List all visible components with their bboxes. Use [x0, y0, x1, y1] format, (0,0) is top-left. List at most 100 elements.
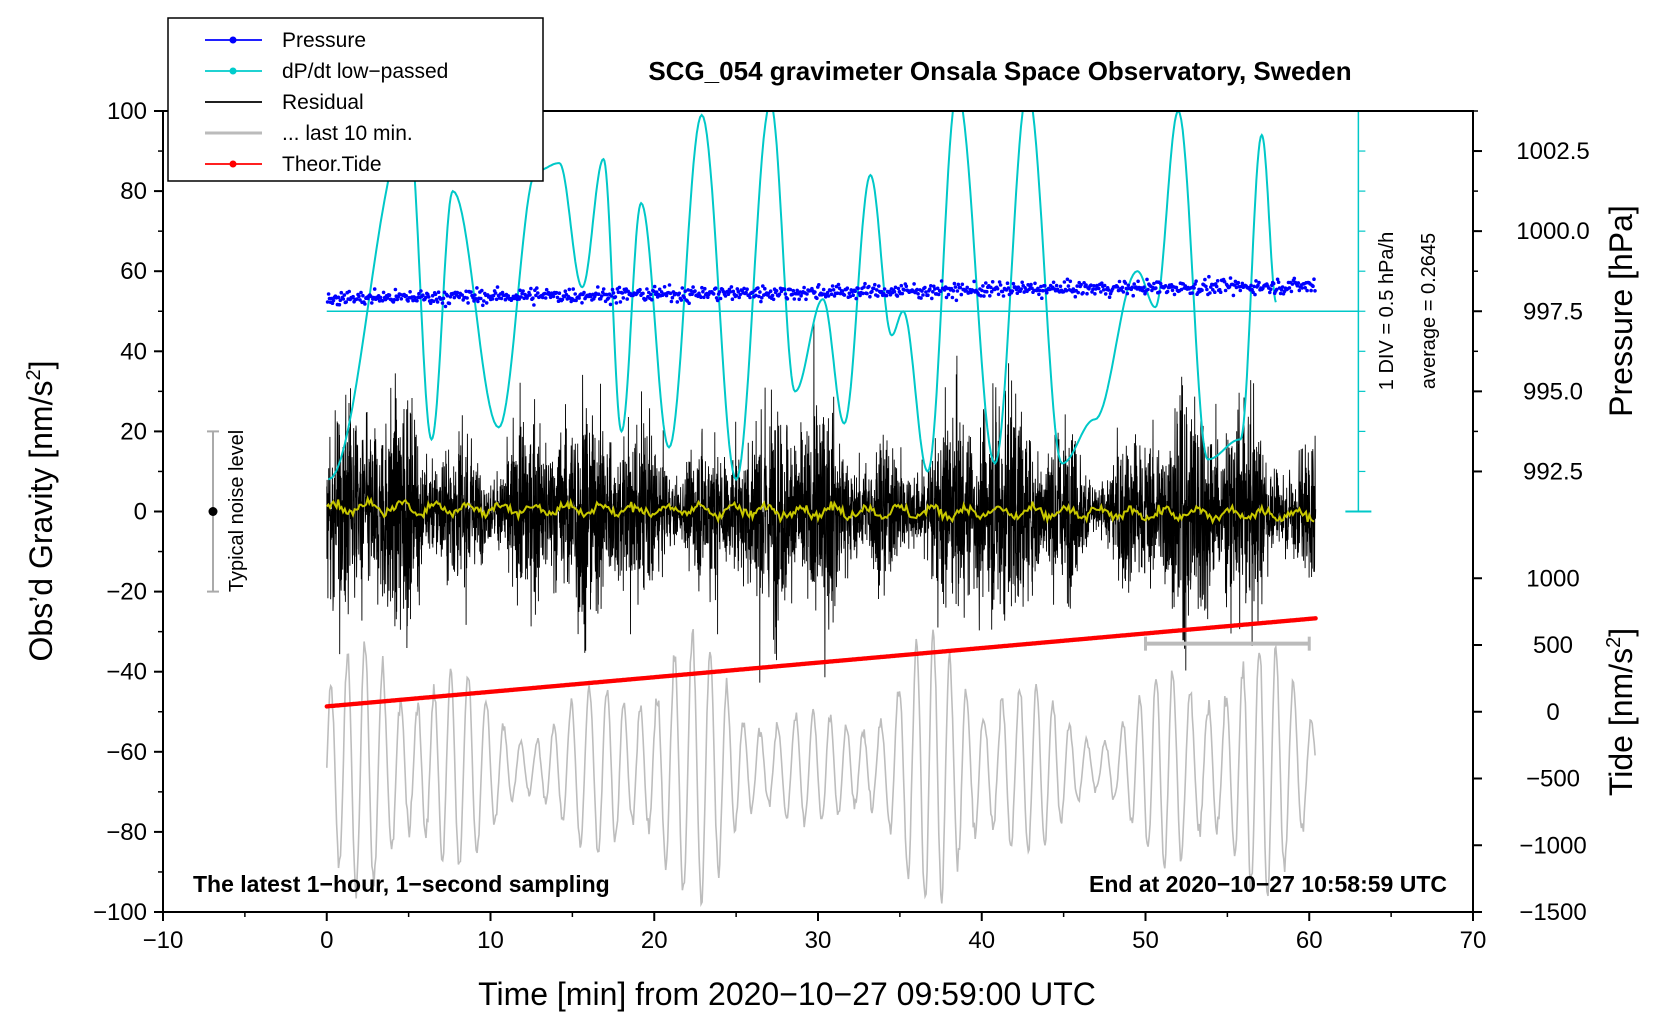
pressure-point: [620, 291, 625, 295]
pressure-point: [777, 292, 782, 297]
pressure-point: [529, 286, 533, 291]
pressure-point: [935, 286, 940, 291]
pressure-point: [1143, 291, 1147, 296]
pressure-point: [638, 287, 642, 292]
pressure-point: [1079, 282, 1083, 287]
pressure-point: [523, 292, 527, 297]
pressure-point: [1054, 283, 1059, 288]
pressure-point: [1073, 294, 1078, 299]
pressure-point: [817, 283, 821, 287]
pressure-point: [378, 295, 383, 300]
pressure-point: [920, 289, 924, 293]
pressure-point: [664, 293, 669, 298]
pressure-point: [641, 291, 645, 296]
pressure-point: [650, 297, 654, 302]
pressure-tick-label: 997.5: [1523, 298, 1583, 325]
pressure-point: [1091, 287, 1095, 292]
pressure-point: [1087, 287, 1091, 291]
pressure-point: [567, 287, 572, 292]
pressure-point: [596, 285, 600, 289]
pressure-point: [392, 297, 397, 302]
pressure-point: [737, 295, 741, 300]
pressure-point: [387, 293, 392, 298]
y-axis-label-prefix: Obs’d Gravity [nm/s: [23, 381, 59, 662]
smoothed-residual-trace: [326, 494, 1315, 525]
tide-series: [324, 616, 1318, 709]
pressure-point: [357, 294, 361, 299]
x-tick-label: 50: [1132, 927, 1159, 954]
y-tick-label: 100: [107, 98, 147, 125]
pressure-point: [536, 291, 540, 295]
pressure-point: [691, 285, 695, 289]
pressure-point: [930, 296, 934, 301]
x-tick-label: 70: [1460, 927, 1487, 954]
pressure-point: [1228, 276, 1233, 280]
pressure-point: [912, 282, 916, 286]
pressure-point: [341, 297, 346, 301]
pressure-point: [1279, 288, 1284, 292]
pressure-point: [618, 300, 623, 304]
x-tick-label: 20: [641, 927, 668, 954]
pressure-point: [1045, 290, 1049, 295]
pressure-point: [837, 286, 842, 291]
pressure-point: [1102, 283, 1107, 288]
pressure-point: [856, 286, 860, 291]
pressure-point: [375, 296, 380, 301]
pressure-point: [955, 289, 960, 293]
pressure-point: [723, 294, 728, 298]
legend-label: Residual: [282, 91, 364, 114]
pressure-point: [728, 290, 733, 294]
pressure-point: [893, 285, 898, 290]
pressure-point: [460, 293, 465, 297]
pressure-point: [599, 294, 604, 298]
pressure-point: [792, 297, 797, 301]
pressure-point: [683, 289, 687, 294]
pressure-point: [730, 297, 735, 302]
pressure-point: [1101, 288, 1106, 292]
pressure-point: [805, 292, 809, 296]
pressure-point: [436, 290, 441, 295]
pressure-point: [1117, 279, 1122, 284]
pressure-point: [882, 287, 887, 291]
pressure-point: [896, 286, 901, 291]
pressure-point: [715, 298, 720, 303]
pressure-point: [829, 292, 834, 297]
pressure-point: [1120, 285, 1125, 290]
pressure-point: [484, 301, 489, 305]
pressure-point: [413, 296, 417, 300]
x-tick-label: 0: [320, 927, 333, 954]
pressure-point: [982, 294, 986, 298]
pressure-point: [1297, 288, 1302, 293]
pressure-point: [689, 288, 693, 293]
tide-tick-label: −1000: [1519, 832, 1586, 859]
pressure-point: [700, 285, 704, 290]
pressure-point: [1234, 285, 1239, 290]
pressure-tick-label: 1000.0: [1516, 218, 1589, 245]
pressure-point: [1193, 282, 1197, 286]
pressure-point: [430, 293, 435, 298]
pressure-point: [951, 289, 956, 293]
pressure-point: [736, 290, 741, 294]
pressure-point: [873, 282, 877, 287]
chart-title: SCG_054 gravimeter Onsala Space Observat…: [648, 56, 1351, 86]
pressure-point: [1278, 291, 1283, 296]
tide-tick-label: 0: [1546, 699, 1559, 726]
pressure-point: [989, 285, 993, 290]
pressure-point: [1068, 279, 1073, 284]
pressure-point: [1213, 290, 1217, 295]
pressure-point: [482, 299, 486, 303]
x-tick-label: 10: [477, 927, 504, 954]
legend-marker: [229, 67, 237, 75]
pressure-point: [802, 285, 806, 290]
pressure-point: [980, 288, 984, 293]
tide-tick-label: 1000: [1526, 565, 1579, 592]
pressure-point: [899, 283, 904, 288]
pressure-point: [1040, 296, 1044, 301]
pressure-tick-label: 992.5: [1523, 458, 1583, 485]
pressure-point: [929, 284, 933, 288]
pressure-point: [1005, 281, 1010, 286]
pressure-point: [1093, 292, 1097, 296]
pressure-point: [745, 287, 749, 292]
pressure-point: [865, 291, 869, 296]
legend-items: Pressure dP/dt low−passed Residual ... last…: [205, 29, 448, 176]
